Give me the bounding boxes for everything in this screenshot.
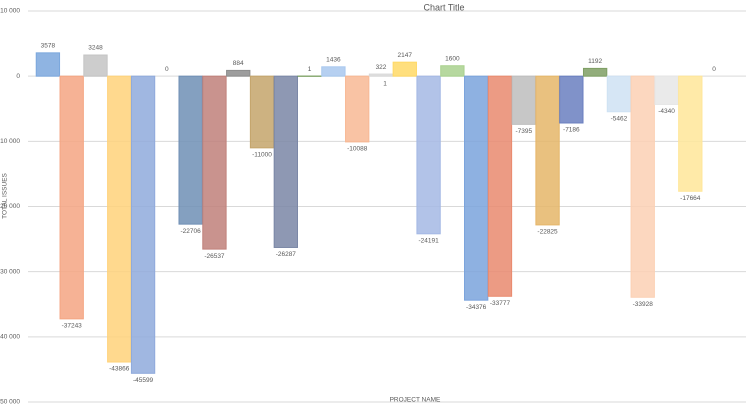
data-label: 2147: [398, 52, 413, 59]
bar: [202, 75, 227, 250]
bar: [535, 75, 560, 226]
bar: [249, 75, 275, 149]
y-tick-label: -30 000: [0, 268, 20, 275]
annotation: 1: [383, 81, 387, 88]
bar: [559, 75, 584, 124]
data-label: -11000: [252, 152, 272, 159]
bar: [678, 75, 703, 192]
data-label: 0: [712, 66, 716, 73]
data-label: -33777: [490, 300, 511, 307]
data-label: 1192: [588, 58, 602, 65]
bar: [654, 75, 679, 105]
data-label: 1: [308, 66, 312, 73]
bar: [83, 54, 108, 77]
bar: [582, 67, 608, 77]
data-label: -43866: [109, 366, 130, 373]
data-label: -7186: [563, 127, 580, 134]
data-label: 3248: [88, 45, 103, 52]
bar: [321, 66, 346, 77]
data-label: -34376: [466, 304, 487, 311]
y-tick-label: 10 000: [0, 8, 20, 15]
data-label: -26287: [276, 251, 297, 258]
data-label: 3578: [41, 43, 56, 50]
data-label: 1436: [326, 57, 341, 64]
y-tick-label: -20 000: [0, 203, 20, 210]
data-label: -22706: [181, 228, 202, 235]
y-tick-label: -10 000: [0, 138, 20, 145]
bar: [130, 75, 156, 374]
data-label: -33928: [633, 301, 654, 308]
data-label: -24191: [418, 238, 439, 245]
bar: [440, 65, 465, 77]
bar: [226, 69, 251, 77]
bar: [606, 75, 632, 113]
bar: [511, 75, 536, 125]
data-label: -37243: [62, 323, 83, 330]
data-label: 884: [233, 60, 244, 67]
bar: [392, 61, 417, 77]
y-tick-label: -40 000: [0, 334, 20, 341]
data-label: -4340: [658, 108, 675, 115]
bar: [345, 75, 370, 143]
bar: [487, 75, 513, 297]
bar: [59, 75, 84, 320]
bar: [178, 75, 203, 225]
bar: [464, 75, 489, 301]
y-axis-title: TOTAL ISSUES: [2, 172, 9, 218]
data-label: -17664: [680, 195, 701, 202]
data-label: -5462: [611, 115, 628, 122]
bar: [630, 75, 655, 298]
bar: [273, 75, 298, 248]
x-axis-title: PROJECT NAME: [390, 397, 441, 404]
bar: [368, 73, 394, 77]
y-tick-label: -50 000: [0, 399, 20, 406]
bar: [35, 52, 61, 77]
bar: [107, 75, 132, 363]
data-label: 1600: [445, 55, 460, 62]
y-tick-label: 0: [16, 73, 20, 80]
data-label: -26537: [204, 253, 225, 260]
data-label: 0: [165, 66, 169, 73]
chart-title: Chart Title: [423, 2, 464, 12]
data-label: -45599: [133, 377, 154, 384]
data-label: -10088: [347, 146, 368, 153]
bar: [416, 75, 441, 235]
data-label: 322: [376, 64, 387, 71]
data-label: -22825: [537, 229, 558, 236]
data-label: -7395: [515, 128, 532, 135]
